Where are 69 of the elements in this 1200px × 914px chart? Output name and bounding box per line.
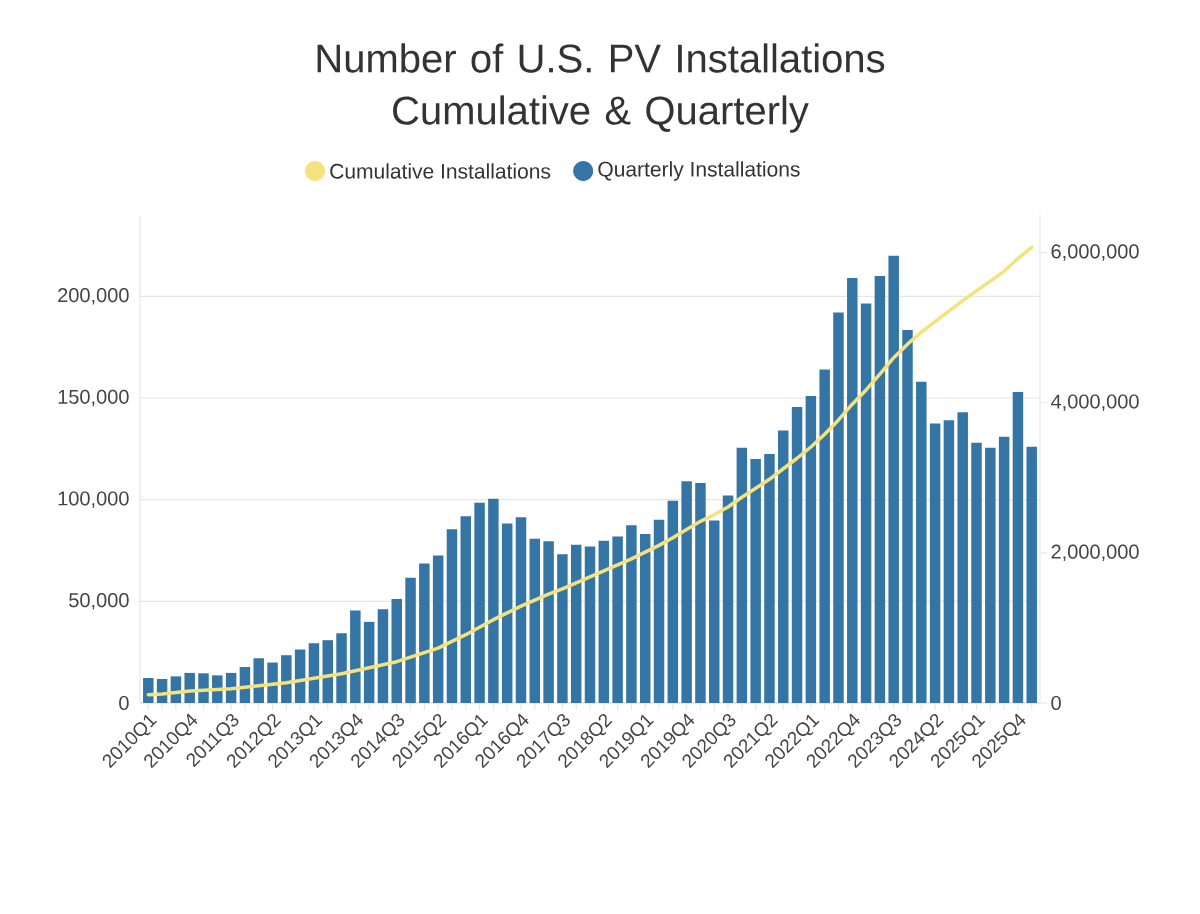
y-tick-label: 0 — [119, 695, 129, 711]
y2-tick-label: 2,000,000 — [1051, 544, 1139, 562]
bar — [778, 430, 789, 703]
bar — [750, 459, 761, 703]
bar — [943, 420, 955, 703]
bar — [570, 544, 582, 703]
legend-label: Cumulative Installations — [330, 163, 551, 179]
bar — [929, 423, 941, 703]
bar — [764, 454, 775, 703]
bar — [446, 529, 458, 703]
bar — [350, 610, 361, 703]
bar — [998, 436, 1010, 703]
bar — [833, 312, 844, 703]
bar — [515, 517, 527, 703]
bar — [695, 482, 706, 703]
bar — [626, 525, 637, 703]
y-tick-label: 150,000 — [58, 389, 129, 407]
bar — [405, 577, 416, 703]
bar — [529, 538, 541, 703]
bar — [957, 412, 968, 703]
bar — [460, 516, 472, 703]
bar — [916, 381, 927, 703]
bar — [474, 502, 485, 703]
y2-tick-label: 4,000,000 — [1051, 394, 1139, 411]
bar — [819, 369, 830, 703]
bar — [653, 519, 665, 703]
bar — [488, 498, 499, 703]
bar — [363, 621, 375, 703]
bar — [860, 303, 872, 703]
bar — [667, 500, 679, 703]
y2-tick-label: 0 — [1051, 695, 1061, 711]
legend-label: Quarterly Installations — [598, 161, 800, 181]
bar — [874, 276, 886, 703]
bar — [1026, 446, 1037, 703]
bar — [971, 442, 982, 703]
bar — [598, 540, 610, 703]
bar — [708, 520, 720, 703]
bar — [1012, 391, 1024, 703]
bar — [557, 554, 568, 703]
bar — [543, 541, 554, 703]
bar — [336, 633, 347, 703]
bar — [612, 536, 623, 703]
bar — [322, 640, 333, 703]
bar — [722, 495, 734, 703]
bar — [308, 643, 320, 703]
bar — [584, 546, 596, 703]
y-tick-label: 50,000 — [69, 593, 129, 610]
bar — [888, 255, 899, 703]
y-tick-label: 200,000 — [58, 288, 129, 305]
bar — [377, 609, 389, 703]
bar — [985, 447, 996, 703]
y2-tick-label: 6,000,000 — [1051, 244, 1139, 261]
y-tick-label: 100,000 — [58, 491, 129, 508]
bar — [267, 662, 278, 703]
bar — [143, 677, 154, 703]
bar — [736, 447, 748, 703]
bar — [253, 658, 264, 703]
bar — [501, 523, 513, 703]
bar — [391, 599, 402, 703]
bar — [639, 534, 651, 703]
bar — [432, 555, 444, 703]
chart-title: Number of U.S. PV Installations Cumulative & Quarterly — [317, 43, 885, 133]
bar — [805, 395, 817, 703]
bar — [847, 278, 858, 703]
bar — [902, 329, 913, 703]
bar — [281, 655, 292, 703]
bar — [681, 481, 692, 703]
bar — [419, 563, 430, 703]
bar — [791, 406, 803, 703]
